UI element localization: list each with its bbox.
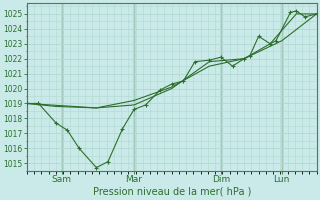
X-axis label: Pression niveau de la mer( hPa ): Pression niveau de la mer( hPa ) <box>92 187 251 197</box>
